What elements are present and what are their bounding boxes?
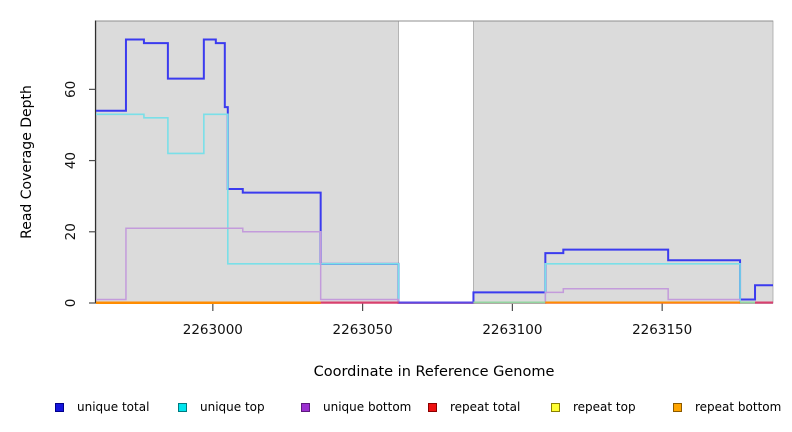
legend-label: unique top <box>200 400 265 414</box>
panel-rect <box>473 20 774 304</box>
legend-swatch-icon <box>551 402 560 412</box>
plot-panels <box>95 20 774 304</box>
legend-label: repeat total <box>450 400 521 414</box>
legend-item-unique-total: unique total <box>55 398 149 416</box>
y-axis-title: Read Coverage Depth <box>19 85 35 239</box>
series-line-unique-total <box>96 38 773 304</box>
legend-label: unique bottom <box>323 400 412 414</box>
y-tick-label: 60 <box>63 81 79 98</box>
y-tick-label: 40 <box>63 152 79 169</box>
y-tick-label: 0 <box>63 299 79 308</box>
legend-item-unique-top: unique top <box>178 398 265 416</box>
legend-swatch-icon <box>673 402 682 412</box>
legend-item-unique-bottom: unique bottom <box>301 398 411 416</box>
plot-area: 0 20 40 60 2263000 2263050 2263100 2263150 Read… <box>19 20 774 380</box>
legend-swatch-icon <box>428 402 437 412</box>
tick-labels: 0 20 40 60 2263000 2263050 2263100 2263150 <box>63 81 692 338</box>
panel-rect <box>95 20 399 304</box>
x-tick-label: 2263050 <box>333 322 393 338</box>
legend-swatch-icon <box>178 402 187 412</box>
legend-label: repeat bottom <box>695 400 782 414</box>
legend: unique total unique top unique bottom repea… <box>0 398 792 416</box>
legend-label: repeat top <box>573 400 636 414</box>
legend-swatch-icon <box>55 402 64 412</box>
legend-item-repeat-total: repeat total <box>428 398 520 416</box>
x-axis-title: Coordinate in Reference Genome <box>314 364 555 380</box>
legend-item-repeat-top: repeat top <box>551 398 636 416</box>
plot-axes <box>89 20 773 311</box>
y-tick-label: 20 <box>63 223 79 240</box>
legend-label: unique total <box>77 400 150 414</box>
series-line-unique-top <box>96 113 773 304</box>
x-tick-label: 2263150 <box>632 322 692 338</box>
x-tick-label: 2263100 <box>482 322 542 338</box>
legend-swatch-icon <box>301 402 310 412</box>
x-tick-label: 2263000 <box>183 322 243 338</box>
legend-item-repeat-bottom: repeat bottom <box>673 398 781 416</box>
